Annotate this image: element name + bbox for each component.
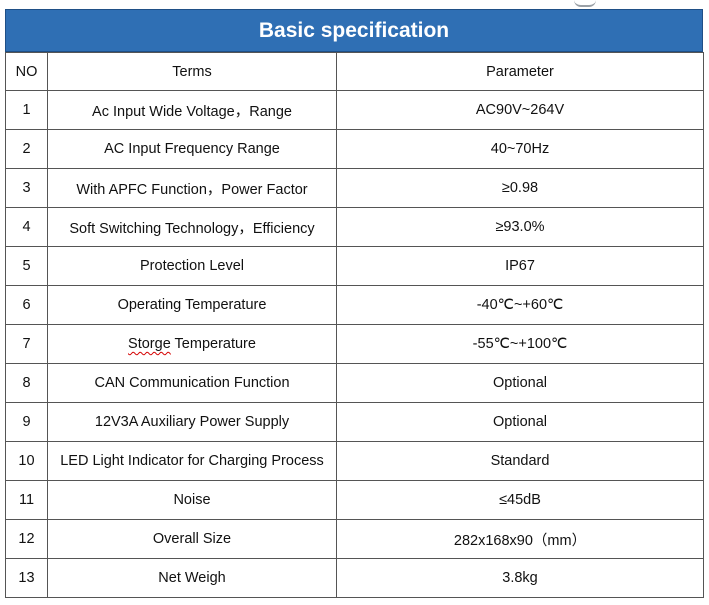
row-no: 11 xyxy=(5,480,48,520)
row-terms: Operating Temperature xyxy=(47,285,337,325)
row-no: 1 xyxy=(5,90,48,130)
header-no: NO xyxy=(5,52,48,91)
row-terms: Soft Switching Technology，Efficiency xyxy=(47,207,337,247)
table-row: 12 Overall Size 282x168x90（mm） xyxy=(5,519,704,559)
table-row: 9 12V3A Auxiliary Power Supply Optional xyxy=(5,402,704,442)
row-no: 10 xyxy=(5,441,48,481)
spellcheck-word: Storge xyxy=(128,336,171,352)
table-row: 13 Net Weigh 3.8kg xyxy=(5,558,704,598)
table-row: 6 Operating Temperature -40℃~+60℃ xyxy=(5,285,704,325)
row-no: 4 xyxy=(5,207,48,247)
table-row: 7 Storge Temperature -55℃~+100℃ xyxy=(5,324,704,364)
row-parameter: 3.8kg xyxy=(336,558,704,598)
table-row: 4 Soft Switching Technology，Efficiency ≥… xyxy=(5,207,704,247)
row-parameter: Optional xyxy=(336,402,704,442)
row-parameter: -40℃~+60℃ xyxy=(336,285,704,325)
row-parameter: AC90V~264V xyxy=(336,90,704,130)
row-terms: 12V3A Auxiliary Power Supply xyxy=(47,402,337,442)
row-parameter: ≤45dB xyxy=(336,480,704,520)
row-terms: Storge Temperature xyxy=(47,324,337,364)
row-no: 3 xyxy=(5,168,48,208)
row-terms: Ac Input Wide Voltage，Range xyxy=(47,90,337,130)
row-no: 7 xyxy=(5,324,48,364)
spec-table: NO Terms Parameter 1 Ac Input Wide Volta… xyxy=(5,52,704,598)
table-title: Basic specification xyxy=(5,9,703,52)
row-parameter: ≥0.98 xyxy=(336,168,704,208)
row-parameter: IP67 xyxy=(336,246,704,286)
row-parameter: -55℃~+100℃ xyxy=(336,324,704,364)
row-terms: CAN Communication Function xyxy=(47,363,337,403)
row-terms: AC Input Frequency Range xyxy=(47,129,337,169)
spec-sheet: Basic specification NO Terms Parameter 1… xyxy=(5,9,704,598)
row-terms: Overall Size xyxy=(47,519,337,559)
row-no: 12 xyxy=(5,519,48,559)
row-parameter: 40~70Hz xyxy=(336,129,704,169)
corner-decoration xyxy=(574,0,596,7)
row-terms-rest: Temperature xyxy=(170,336,256,352)
row-terms: Protection Level xyxy=(47,246,337,286)
row-no: 9 xyxy=(5,402,48,442)
table-row: 10 LED Light Indicator for Charging Proc… xyxy=(5,441,704,481)
row-no: 8 xyxy=(5,363,48,403)
header-parameter: Parameter xyxy=(336,52,704,91)
row-terms: With APFC Function，Power Factor xyxy=(47,168,337,208)
header-terms: Terms xyxy=(47,52,337,91)
row-terms: Net Weigh xyxy=(47,558,337,598)
row-parameter: Optional xyxy=(336,363,704,403)
row-terms: LED Light Indicator for Charging Process xyxy=(47,441,337,481)
table-row: 2 AC Input Frequency Range 40~70Hz xyxy=(5,129,704,169)
table-row: 3 With APFC Function，Power Factor ≥0.98 xyxy=(5,168,704,208)
row-no: 6 xyxy=(5,285,48,325)
table-row: 8 CAN Communication Function Optional xyxy=(5,363,704,403)
row-parameter: 282x168x90（mm） xyxy=(336,519,704,559)
row-parameter: ≥93.0% xyxy=(336,207,704,247)
table-row: 1 Ac Input Wide Voltage，Range AC90V~264V xyxy=(5,90,704,130)
table-row: 5 Protection Level IP67 xyxy=(5,246,704,286)
row-no: 13 xyxy=(5,558,48,598)
row-no: 2 xyxy=(5,129,48,169)
row-terms: Noise xyxy=(47,480,337,520)
header-row: NO Terms Parameter xyxy=(5,52,704,91)
row-no: 5 xyxy=(5,246,48,286)
row-parameter: Standard xyxy=(336,441,704,481)
table-row: 11 Noise ≤45dB xyxy=(5,480,704,520)
